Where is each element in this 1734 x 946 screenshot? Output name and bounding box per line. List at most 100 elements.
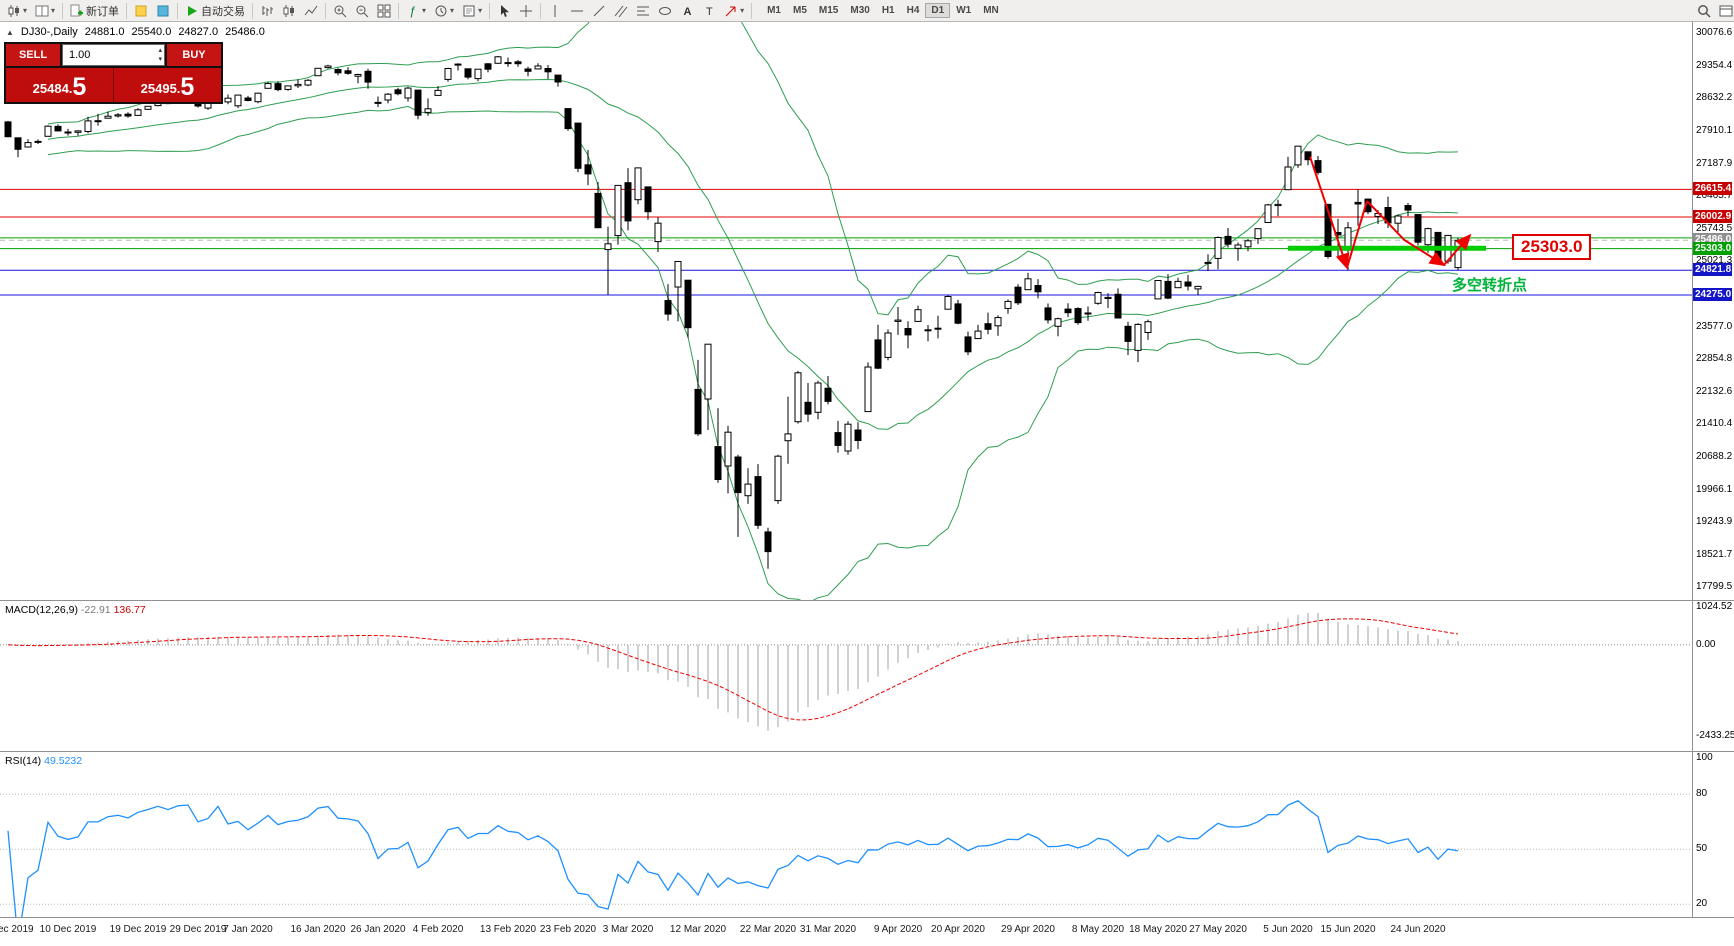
fibonacci-button[interactable]	[632, 1, 654, 21]
toolbar: ▾ ▾ 新订单 自动交易 ƒ ▾ ▾ ▾ A T ▾ M1 M5 M15 M30 H1 H4 D1 W1 MN	[0, 0, 1734, 22]
line-chart-button[interactable]	[300, 1, 322, 21]
time-label: 12 Mar 2020	[669, 924, 727, 935]
tile-windows-button[interactable]	[373, 1, 395, 21]
timeframe-m30-button[interactable]: M30	[850, 5, 870, 16]
sell-price[interactable]: 25484. 5	[6, 68, 114, 102]
toolbar-buttons: ▾ ▾ 新订单 自动交易 ƒ ▾ ▾ ▾ A T ▾	[3, 1, 755, 21]
horizontal-line-button[interactable]	[566, 1, 588, 21]
bar-chart-button[interactable]	[256, 1, 278, 21]
market-icon	[156, 4, 170, 18]
price-tick: 30076.6	[1696, 27, 1733, 39]
chevron-down-icon: ▾	[740, 5, 745, 15]
price-tick: 19243.9	[1696, 516, 1733, 528]
price-badge: 25303.0	[1693, 241, 1732, 255]
volume-input[interactable]	[63, 48, 142, 62]
main-chart-canvas[interactable]	[0, 22, 1692, 600]
timeframe-mn-button[interactable]: MN	[983, 5, 999, 16]
svg-text:ƒ: ƒ	[409, 4, 416, 18]
symbol-period-label: DJ30-,Daily	[20, 26, 78, 38]
new-window-button[interactable]	[1715, 1, 1734, 21]
indicators-button[interactable]: ƒ ▾	[402, 1, 430, 21]
buy-price[interactable]: 25495. 5	[140, 73, 195, 101]
cursor-button[interactable]	[493, 1, 515, 21]
periods-icon	[434, 4, 448, 18]
time-label: 29 Dec 2019	[169, 924, 227, 935]
price-tick: 17799.5	[1696, 581, 1733, 593]
time-label: 23 Feb 2020	[539, 924, 597, 935]
price-tick: 29354.4	[1696, 59, 1733, 71]
timeframe-h1-button[interactable]: H1	[881, 5, 895, 16]
chart-profiles-icon	[35, 4, 49, 18]
close-value: 25486.0	[225, 26, 265, 38]
timeframe-d1-button[interactable]: D1	[925, 3, 951, 18]
macd-signal-line	[7, 618, 1459, 721]
sell-button[interactable]: SELL	[6, 44, 60, 66]
toolbar-separator	[751, 2, 753, 19]
price-tick: 22854.8	[1696, 353, 1733, 365]
macd-canvas[interactable]	[0, 601, 1692, 751]
line-chart-icon	[304, 4, 318, 18]
volume-down-button[interactable]: ▾	[158, 56, 162, 63]
search-button[interactable]	[1693, 1, 1715, 21]
new-order-button[interactable]: 新订单	[66, 1, 123, 21]
price-tick: 18521.7	[1696, 548, 1733, 560]
new-chart-button[interactable]: ▾	[3, 1, 31, 21]
time-label: 26 Jan 2020	[350, 924, 406, 935]
trendline-button[interactable]	[588, 1, 610, 21]
rsi-panel[interactable]: RSI(14) 49.5232 100 80 50 20	[0, 751, 1734, 917]
chart-profiles-button[interactable]: ▾	[31, 1, 59, 21]
arrows-button[interactable]: ▾	[720, 1, 748, 21]
time-label: 27 May 2020	[1189, 924, 1247, 935]
macd-panel[interactable]: MACD(12,26,9) -22.91 136.77 1024.52 0.00 -…	[0, 600, 1734, 751]
text-button[interactable]: A	[676, 1, 698, 21]
rsi-tick: 50	[1696, 843, 1708, 855]
channel-button[interactable]	[610, 1, 632, 21]
metaeditor-button[interactable]	[130, 1, 152, 21]
trend-arrow	[1309, 156, 1350, 270]
timeframe-h4-button[interactable]: H4	[906, 5, 920, 16]
time-label: 13 Feb 2020	[479, 924, 537, 935]
time-label: 31 Mar 2020	[799, 924, 857, 935]
bar-chart-icon	[260, 4, 274, 18]
buy-button[interactable]: BUY	[167, 44, 221, 66]
new-chart-icon	[7, 4, 21, 18]
time-label: 4 Feb 2020	[412, 924, 464, 935]
price-tick: 19966.1	[1696, 483, 1733, 495]
timeframe-m15-button[interactable]: M15	[818, 5, 839, 16]
volume-up-button[interactable]: ▴	[158, 47, 162, 54]
market-button[interactable]	[152, 1, 174, 21]
shapes-icon	[658, 4, 672, 18]
candle-chart-icon	[282, 4, 296, 18]
zoom-in-button[interactable]	[329, 1, 351, 21]
label-button[interactable]: T	[698, 1, 720, 21]
price-badge: 26002.9	[1693, 210, 1732, 223]
cursor-icon	[497, 4, 511, 18]
crosshair-button[interactable]	[515, 1, 537, 21]
timeframe-m5-button[interactable]: M5	[793, 5, 807, 16]
text-icon: A	[680, 4, 694, 18]
zoom-out-button[interactable]	[351, 1, 373, 21]
chevron-down-icon: ▾	[450, 5, 455, 15]
algo-trading-button[interactable]: 自动交易	[181, 1, 249, 21]
shapes-button[interactable]	[654, 1, 676, 21]
toolbar-separator	[398, 2, 400, 19]
price-tick: 27187.9	[1696, 157, 1733, 169]
rsi-tick: 100	[1696, 752, 1713, 763]
timeframe-m1-button[interactable]: M1	[767, 5, 781, 16]
indicators-icon: ƒ	[406, 4, 420, 18]
vertical-line-button[interactable]	[544, 1, 566, 21]
main-chart-panel[interactable]: ▲ DJ30-,Daily 24881.0 25540.0 24827.0 25…	[0, 22, 1734, 600]
rsi-canvas[interactable]	[0, 752, 1692, 917]
time-label: 7 Jan 2020	[223, 924, 273, 935]
timeframe-w1-button[interactable]: W1	[956, 5, 972, 16]
periods-button[interactable]: ▾	[430, 1, 458, 21]
one-click-toggle-icon[interactable]: ▲	[6, 27, 14, 37]
templates-button[interactable]: ▾	[458, 1, 486, 21]
toolbar-separator	[252, 2, 254, 19]
candle-chart-button[interactable]	[278, 1, 300, 21]
toolbar-separator	[325, 2, 327, 19]
trendline-icon	[592, 4, 606, 18]
trend-arrow	[1366, 200, 1446, 267]
